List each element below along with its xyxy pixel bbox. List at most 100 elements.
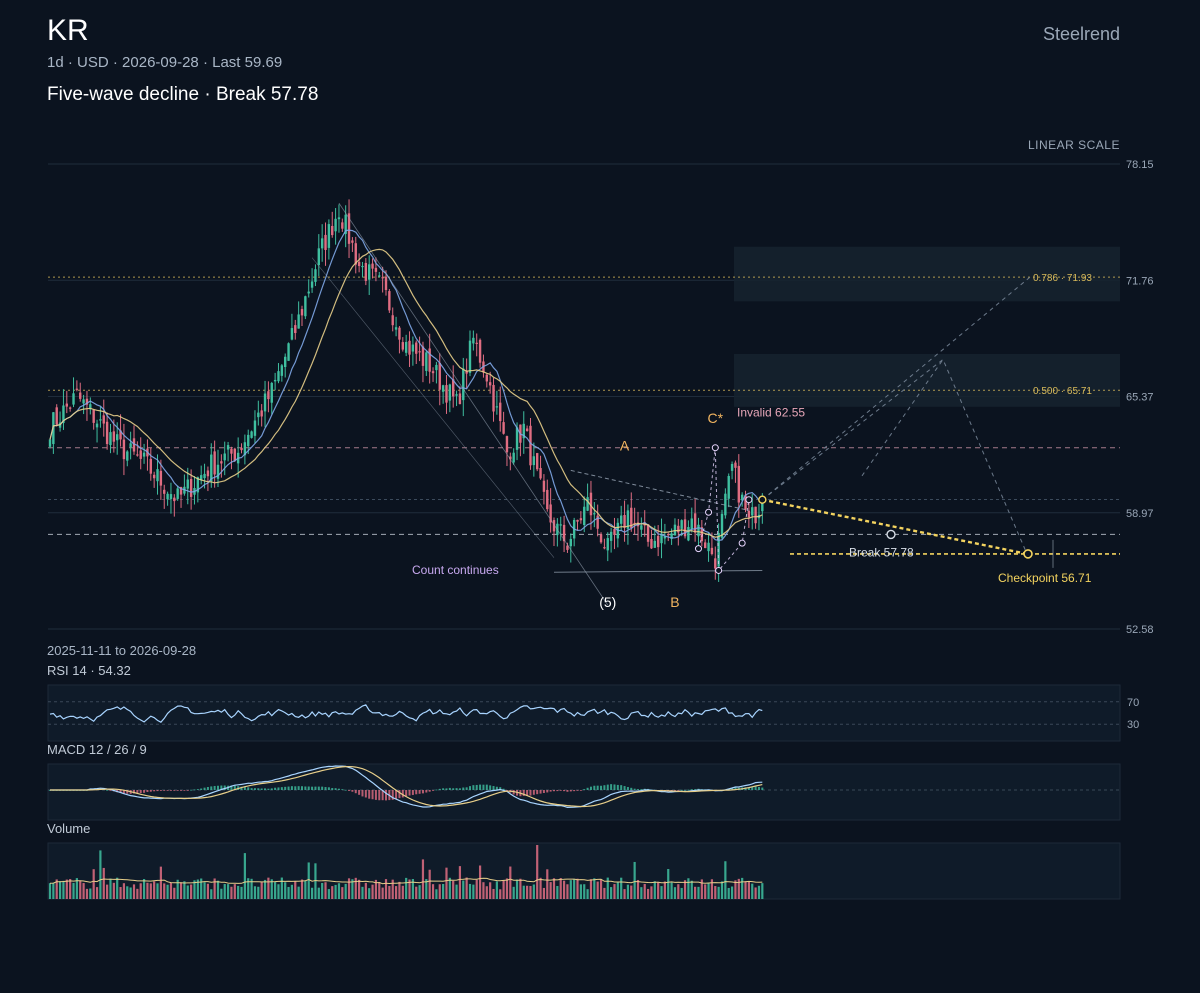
volume-bar	[69, 879, 72, 899]
volume-bar	[482, 882, 485, 899]
volume-bar	[539, 877, 542, 899]
macd-histogram-bar	[505, 790, 508, 791]
volume-bar	[250, 878, 253, 899]
volume-bar	[166, 884, 169, 899]
macd-histogram-bar	[405, 790, 408, 797]
macd-histogram-bar	[331, 788, 334, 790]
volume-bar	[193, 880, 196, 899]
candle-body	[505, 436, 509, 453]
candle-body	[569, 538, 572, 547]
volume-bar	[179, 882, 183, 899]
candle-body	[62, 405, 65, 424]
candle-body	[233, 448, 236, 461]
volume-bar	[425, 879, 428, 899]
macd-histogram-bar	[122, 790, 125, 794]
volume-bar	[210, 889, 213, 899]
candle-body	[458, 393, 462, 405]
volume-bar	[616, 881, 619, 899]
candle-body	[371, 263, 374, 269]
macd-histogram-bar	[687, 789, 690, 791]
candle-body	[418, 351, 421, 353]
candle-body	[593, 513, 596, 515]
macd-histogram-bar	[257, 788, 260, 790]
candle-body	[411, 344, 415, 352]
candle-body	[710, 547, 714, 555]
macd-histogram-bar	[559, 790, 562, 791]
candle-body	[310, 281, 314, 288]
volume-bar	[331, 886, 334, 899]
candle-body	[166, 493, 169, 500]
volume-bar	[226, 884, 230, 899]
volume-bar	[364, 882, 367, 899]
macd-histogram-bar	[317, 786, 320, 790]
candle-body	[240, 447, 243, 451]
volume-bar	[462, 880, 465, 899]
candle-body	[448, 384, 452, 401]
volume-bar	[663, 881, 666, 899]
candle-body	[196, 477, 200, 493]
volume-bar	[142, 879, 146, 899]
volume-bar	[290, 884, 294, 899]
volume-bar	[435, 889, 438, 899]
macd-histogram-bar	[579, 790, 582, 791]
candle-body	[65, 403, 68, 407]
macd-histogram-bar	[267, 788, 270, 790]
rsi-band-label: 70	[1127, 697, 1139, 709]
candle-body	[620, 515, 623, 524]
candle-body	[478, 339, 482, 363]
macd-histogram-bar	[203, 787, 206, 790]
candle-body	[102, 415, 105, 424]
candle-body	[599, 534, 603, 543]
candle-body	[687, 526, 690, 541]
candle-body	[347, 213, 351, 244]
volume-bar	[48, 883, 52, 899]
candle-body	[465, 370, 468, 374]
candle-body	[485, 374, 488, 382]
macd-histogram-bar	[264, 788, 267, 790]
volume-bar	[263, 879, 267, 899]
macd-histogram-bar	[489, 785, 492, 790]
volume-bar	[707, 882, 710, 899]
macd-histogram-bar	[126, 790, 129, 794]
wave-pivot-marker	[705, 508, 713, 516]
volume-bar	[314, 863, 317, 899]
wave-channel-line	[338, 202, 609, 606]
macd-histogram-bar	[623, 786, 626, 790]
volume-bar	[714, 886, 717, 899]
candle-body	[596, 515, 599, 529]
wave-pivot-marker	[738, 539, 746, 547]
volume-bar	[697, 886, 700, 899]
volume-bar	[116, 877, 119, 899]
candle-body	[388, 291, 391, 311]
macd-histogram-bar	[354, 790, 357, 794]
macd-histogram-bar	[166, 790, 169, 791]
last-price-marker	[758, 495, 767, 504]
candle-body	[79, 392, 82, 399]
candle-body	[529, 425, 532, 466]
candle-body	[579, 518, 583, 521]
volume-bar	[522, 885, 525, 899]
volume-bar	[361, 886, 364, 899]
candle-body	[210, 454, 213, 482]
volume-bar	[337, 883, 341, 899]
rsi-line	[49, 704, 763, 723]
macd-histogram-bar	[247, 787, 250, 790]
candle-body	[667, 534, 670, 536]
volume-bar	[452, 880, 455, 899]
volume-bar	[576, 878, 579, 899]
candle-body	[630, 507, 633, 528]
macd-histogram-bar	[250, 788, 253, 790]
volume-bar	[610, 887, 613, 899]
wave-label: C*	[707, 410, 723, 426]
macd-histogram-bar	[371, 790, 374, 800]
candle-body	[263, 393, 267, 412]
volume-bar	[374, 879, 378, 899]
candle-body	[677, 525, 680, 533]
candle-body	[660, 533, 663, 544]
candle-body	[89, 404, 92, 410]
volume-bar	[502, 880, 505, 899]
scale-mode-label[interactable]: LINEAR SCALE	[1027, 138, 1120, 152]
candle-body	[525, 428, 529, 432]
candle-body	[99, 419, 102, 421]
